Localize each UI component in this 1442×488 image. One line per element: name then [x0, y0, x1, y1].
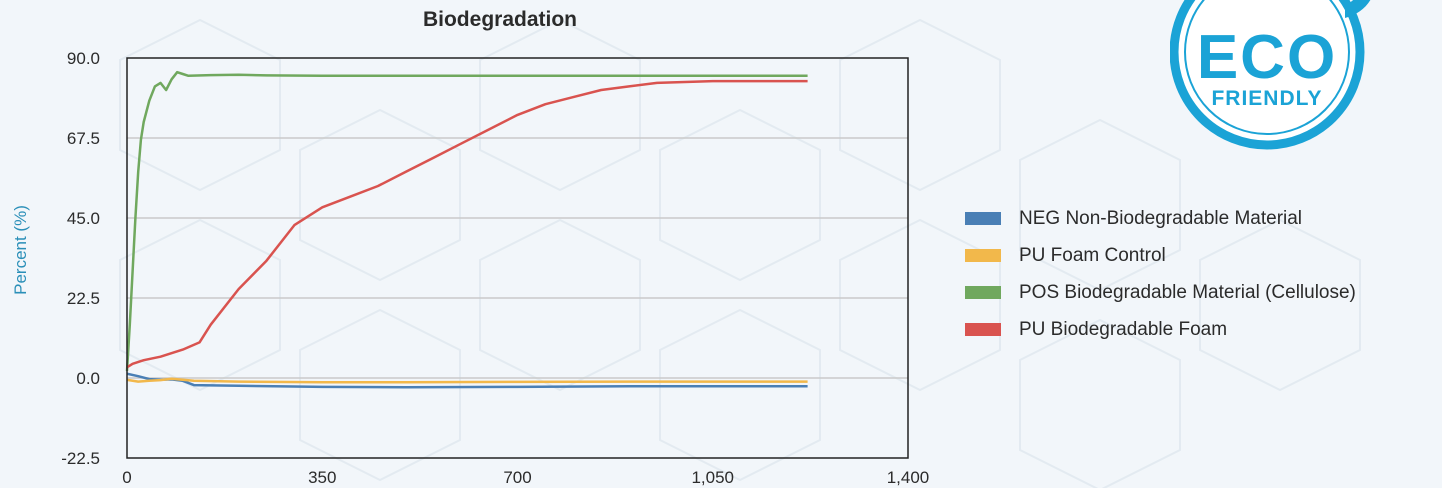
legend-label: POS Biodegradable Material (Cellulose) — [1019, 281, 1356, 303]
y-tick-label: 90.0 — [67, 49, 100, 68]
y-tick-labels: 90.0 67.5 45.0 22.5 0.0 -22.5 — [61, 49, 100, 468]
gridlines — [127, 137, 908, 379]
badge-line1: ECO — [1197, 23, 1337, 92]
legend-swatch — [965, 249, 1001, 262]
legend-label: PU Biodegradable Foam — [1019, 318, 1228, 340]
series-line-2 — [125, 70, 808, 371]
legend-item-neg: NEG Non-Biodegradable Material — [965, 200, 1356, 237]
legend-swatch — [965, 286, 1001, 299]
eco-friendly-badge-icon: ECO FRIENDLY — [1170, 0, 1371, 150]
badge-line2: FRIENDLY — [1211, 87, 1322, 110]
legend-item-pu-control: PU Foam Control — [965, 237, 1356, 274]
y-tick-label: 0.0 — [76, 369, 100, 388]
x-tick-label: 700 — [503, 468, 531, 487]
legend-item-pu-biodegradable: PU Biodegradable Foam — [965, 311, 1356, 348]
series-line-3 — [126, 79, 808, 369]
x-tick-label: 1,400 — [887, 468, 930, 487]
chart-title: Biodegradation — [422, 8, 577, 31]
legend: NEG Non-Biodegradable Material PU Foam C… — [965, 200, 1356, 348]
series-lines — [125, 70, 808, 389]
y-tick-label: 67.5 — [67, 129, 100, 148]
legend-item-pos: POS Biodegradable Material (Cellulose) — [965, 274, 1356, 311]
y-tick-label: 22.5 — [67, 289, 100, 308]
plot-frame — [126, 57, 909, 459]
y-axis-label: Percent (%) — [11, 205, 30, 295]
legend-label: NEG Non-Biodegradable Material — [1019, 207, 1303, 229]
x-tick-labels: 0 350 700 1,050 1,400 — [122, 468, 929, 487]
legend-label: PU Foam Control — [1019, 244, 1166, 266]
series-line-0 — [126, 372, 808, 389]
x-tick-label: 0 — [122, 468, 131, 487]
series-line-1 — [126, 377, 808, 384]
x-tick-label: 1,050 — [691, 468, 734, 487]
legend-swatch — [965, 323, 1001, 336]
y-tick-label: 45.0 — [67, 209, 100, 228]
legend-swatch — [965, 212, 1001, 225]
y-tick-label: -22.5 — [61, 449, 100, 468]
x-tick-label: 350 — [308, 468, 336, 487]
